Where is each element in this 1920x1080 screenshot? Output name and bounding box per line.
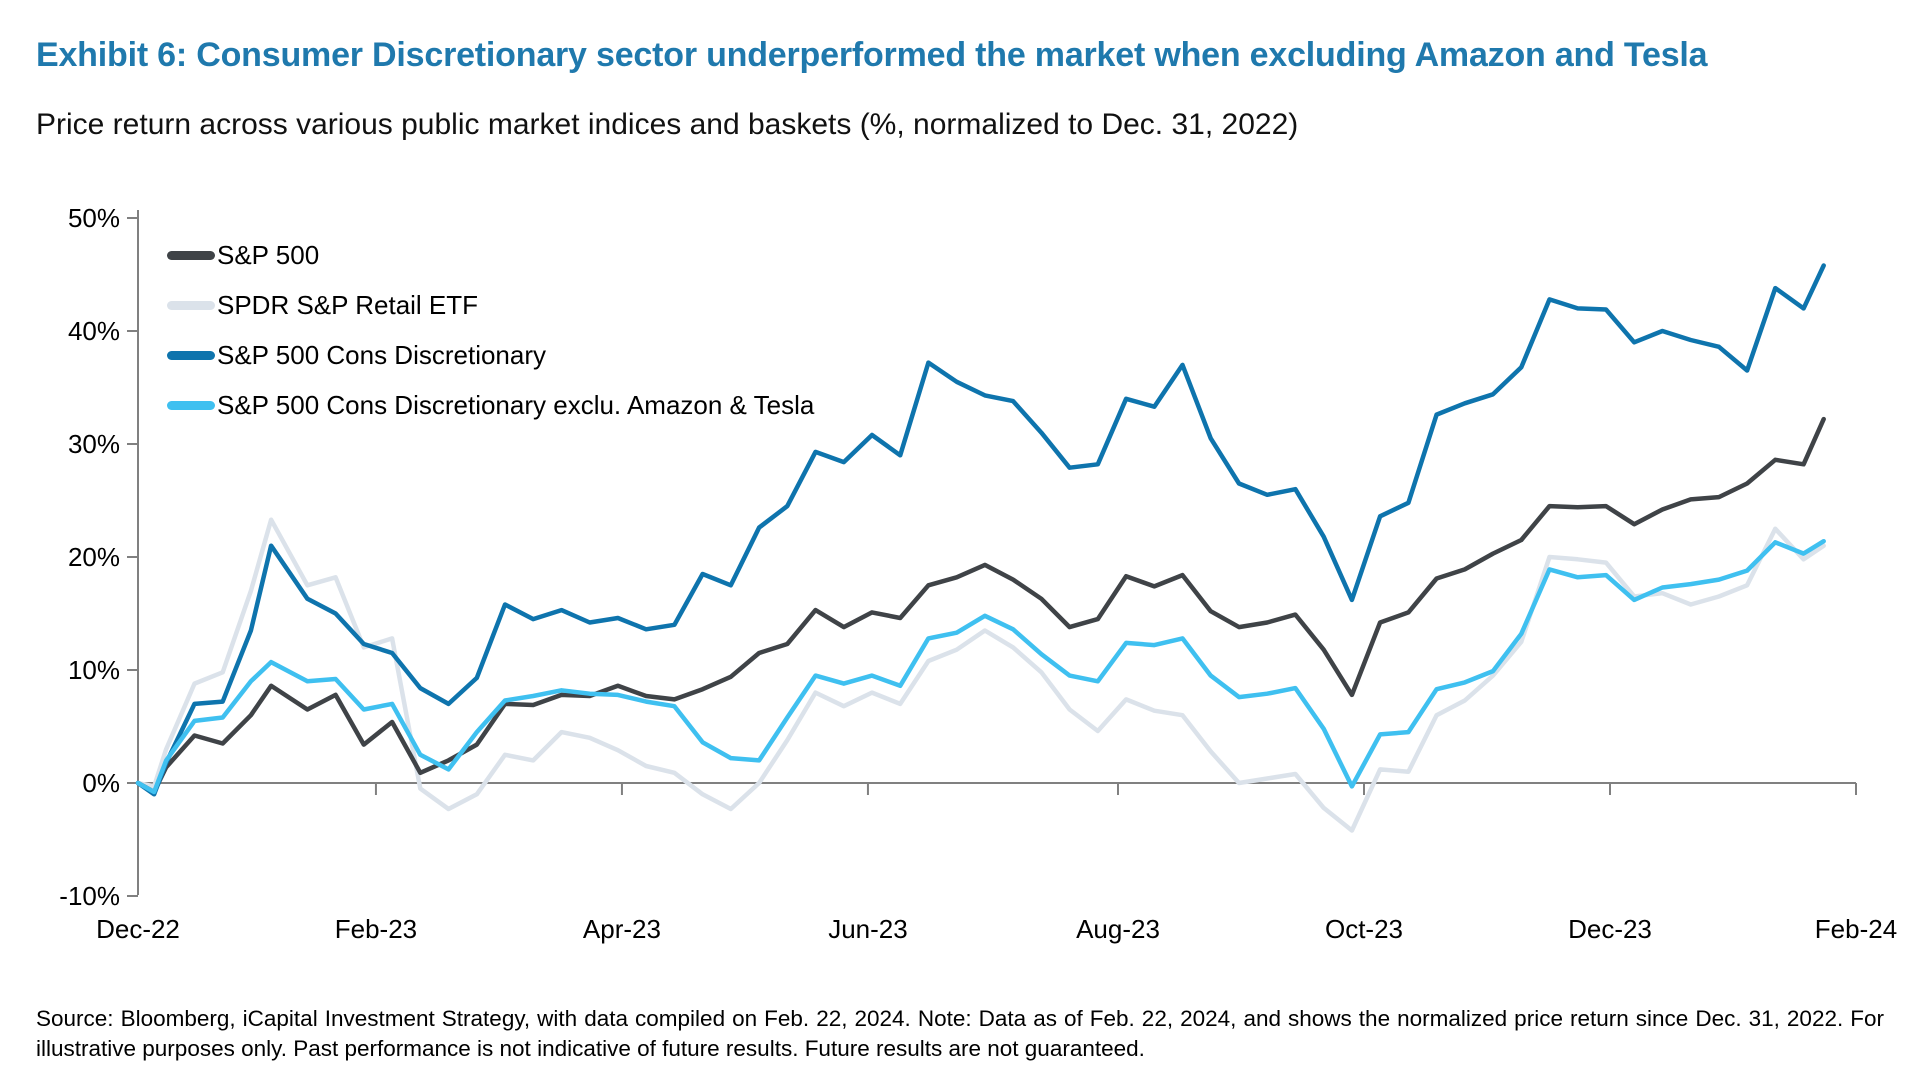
exhibit-title: Exhibit 6: Consumer Discretionary sector… bbox=[36, 36, 1708, 74]
legend-item-4: S&P 500 Cons Discretionary exclu. Amazon… bbox=[167, 380, 814, 430]
x-axis-tick-label: Aug-23 bbox=[1076, 914, 1160, 944]
x-axis-tick-label: Dec-22 bbox=[96, 914, 180, 944]
legend-swatch-icon bbox=[167, 400, 215, 410]
legend-label: SPDR S&P Retail ETF bbox=[217, 289, 479, 320]
legend-label: S&P 500 Cons Discretionary bbox=[217, 339, 547, 370]
legend-item-2: SPDR S&P Retail ETF bbox=[167, 280, 814, 330]
y-axis-tick-label: 0% bbox=[82, 768, 120, 798]
legend-item-3: S&P 500 Cons Discretionary bbox=[167, 330, 814, 380]
legend-swatch-icon bbox=[167, 350, 215, 360]
y-axis-tick-label: -10% bbox=[59, 881, 120, 911]
series-line-4 bbox=[135, 538, 1826, 795]
series-line-2 bbox=[135, 517, 1826, 833]
x-axis-tick-label: Feb-23 bbox=[335, 914, 417, 944]
legend-label: S&P 500 Cons Discretionary exclu. Amazon… bbox=[217, 389, 815, 420]
exhibit-subtitle: Price return across various public marke… bbox=[36, 108, 1299, 141]
x-axis-tick-label: Dec-23 bbox=[1568, 914, 1652, 944]
legend-item-1: S&P 500 bbox=[167, 230, 814, 280]
y-axis-tick-label: 10% bbox=[68, 655, 120, 685]
chart-legend: S&P 500 SPDR S&P Retail ETF S&P 500 Cons D… bbox=[167, 230, 814, 430]
legend-swatch-icon bbox=[167, 250, 215, 260]
x-axis-tick-label: Feb-24 bbox=[1815, 914, 1897, 944]
legend-label: S&P 500 bbox=[217, 239, 320, 270]
legend-swatch-icon bbox=[167, 300, 215, 310]
series-line-1 bbox=[135, 416, 1826, 795]
x-axis-tick-label: Jun-23 bbox=[828, 914, 908, 944]
x-axis-tick-label: Oct-23 bbox=[1325, 914, 1403, 944]
y-axis-tick-label: 50% bbox=[68, 203, 120, 233]
y-axis-tick-label: 30% bbox=[68, 429, 120, 459]
x-axis-tick-label: Apr-23 bbox=[583, 914, 661, 944]
source-note: Source: Bloomberg, iCapital Investment S… bbox=[36, 1006, 1884, 1061]
series-line-3 bbox=[135, 263, 1826, 797]
y-axis-tick-label: 40% bbox=[68, 316, 120, 346]
y-axis-tick-label: 20% bbox=[68, 542, 120, 572]
